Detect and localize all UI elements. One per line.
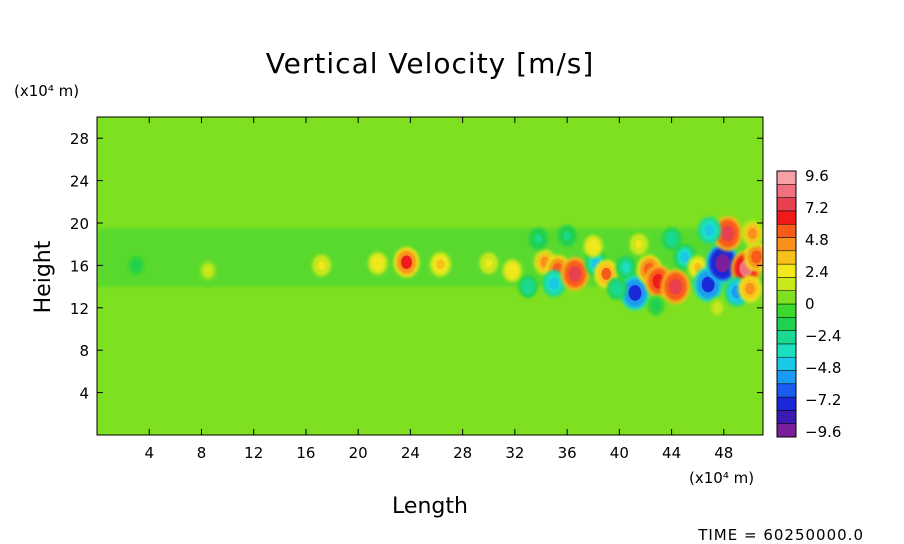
y-tick-label: 24: [70, 173, 89, 191]
y-axis-unit: (x10⁴ m): [14, 82, 79, 100]
heatmap-cell: [312, 254, 331, 277]
colorbar-swatch: [776, 290, 797, 305]
y-axis-label: Height: [31, 240, 56, 313]
x-tick-label: 36: [558, 444, 577, 462]
colorbar-swatch: [776, 370, 797, 385]
colorbar-swatch: [776, 303, 797, 318]
x-tick-label: 48: [714, 444, 733, 462]
heatmap-cell: [738, 275, 762, 303]
x-tick-label: 12: [244, 444, 263, 462]
colorbar-frame: [776, 170, 797, 438]
x-tick-label: 32: [505, 444, 524, 462]
y-axis: 4 8 12 16 20 24 28: [70, 130, 763, 403]
colorbar-swatch: [776, 410, 797, 424]
heatmap-cell: [661, 227, 682, 251]
colorbar-tick-label: −2.4: [805, 327, 841, 345]
heatmap-cell: [199, 260, 217, 281]
colorbar-swatch: [776, 356, 797, 371]
colorbar-swatch: [776, 250, 797, 265]
heatmap-cell: [557, 224, 577, 247]
heatmap-cell: [697, 216, 721, 244]
heatmap-cell: [706, 243, 739, 283]
heatmap-cell: [518, 275, 538, 298]
heatmap-cell: [620, 275, 650, 311]
colorbar-swatch: [776, 277, 797, 291]
heatmap-cell: [127, 255, 145, 276]
plot-frame: [96, 116, 764, 436]
x-tick-label: 24: [401, 444, 420, 462]
x-axis-label: Length: [392, 494, 468, 519]
colorbar-swatch: [776, 197, 797, 212]
heatmap-cell: [560, 257, 590, 291]
colorbar-tick-label: −7.2: [805, 391, 841, 409]
heatmap-cell: [502, 259, 522, 283]
x-tick-label: 20: [349, 444, 368, 462]
heatmap-cell: [647, 295, 665, 316]
colorbar-swatch: [776, 170, 797, 185]
x-tick-label: 8: [197, 444, 207, 462]
heatmap-cell: [393, 247, 420, 278]
colorbar-tick-label: 2.4: [805, 263, 829, 281]
y-tick-label: 4: [79, 385, 89, 403]
heatmap-cell: [479, 252, 499, 275]
heatmap-cell: [744, 242, 763, 272]
colorbar-tick-label: −9.6: [805, 423, 841, 441]
chart-title: Vertical Velocity [m/s]: [266, 47, 595, 80]
time-label: TIME = 60250000.0: [697, 526, 864, 544]
heatmap-cell: [607, 277, 627, 301]
colorbar-tick-label: 9.6: [805, 167, 829, 185]
colorbar-swatch: [776, 237, 797, 252]
colorbar-swatch: [776, 423, 797, 438]
colorbar-swatch: [776, 317, 797, 331]
heatmap-field: [97, 216, 763, 318]
x-tick-label: 44: [662, 444, 681, 462]
heatmap-cell: [687, 255, 708, 280]
y-tick-label: 20: [70, 215, 89, 233]
colorbar-tick-label: 7.2: [805, 199, 829, 217]
colorbar-tick-label: 4.8: [805, 231, 829, 249]
heatmap-cell: [741, 220, 763, 247]
heatmap-cell: [629, 233, 649, 255]
y-tick-label: 12: [70, 300, 89, 318]
heatmap-cell: [528, 227, 548, 250]
colorbar-swatch: [776, 263, 797, 278]
colorbar-swatch: [776, 330, 797, 345]
y-tick-label: 16: [70, 257, 89, 275]
colorbar: 9.6 7.2 4.8 2.4 0 −2.4 −4.8 −7.2 −9.6: [776, 167, 841, 441]
heatmap-cell: [542, 269, 566, 297]
x-tick-label: 16: [296, 444, 315, 462]
heatmap-cell: [429, 251, 452, 277]
heatmap-cell: [368, 251, 388, 275]
colorbar-swatch: [776, 184, 797, 198]
colorbar-swatch: [776, 383, 797, 398]
colorbar-swatch: [776, 343, 797, 358]
heatmap-cell: [713, 216, 743, 251]
x-axis: 4 8 12 16 20 24 28 32 36 40 44 48: [144, 117, 733, 462]
heatmap-cell: [583, 235, 603, 258]
colorbar-swatch: [776, 210, 797, 225]
colorbar-swatch: [776, 223, 797, 238]
x-tick-label: 4: [144, 444, 154, 462]
colorbar-tick-label: −4.8: [805, 359, 841, 377]
x-tick-label: 40: [610, 444, 629, 462]
x-axis-unit: (x10⁴ m): [689, 469, 754, 487]
y-tick-label: 28: [70, 130, 89, 148]
y-tick-label: 8: [79, 342, 89, 360]
heatmap-cell: [708, 297, 727, 318]
heatmap-cell: [615, 255, 637, 280]
heatmap-cell: [660, 269, 691, 304]
x-tick-label: 28: [453, 444, 472, 462]
colorbar-tick-label: 0: [805, 295, 815, 313]
colorbar-swatch: [776, 396, 797, 411]
